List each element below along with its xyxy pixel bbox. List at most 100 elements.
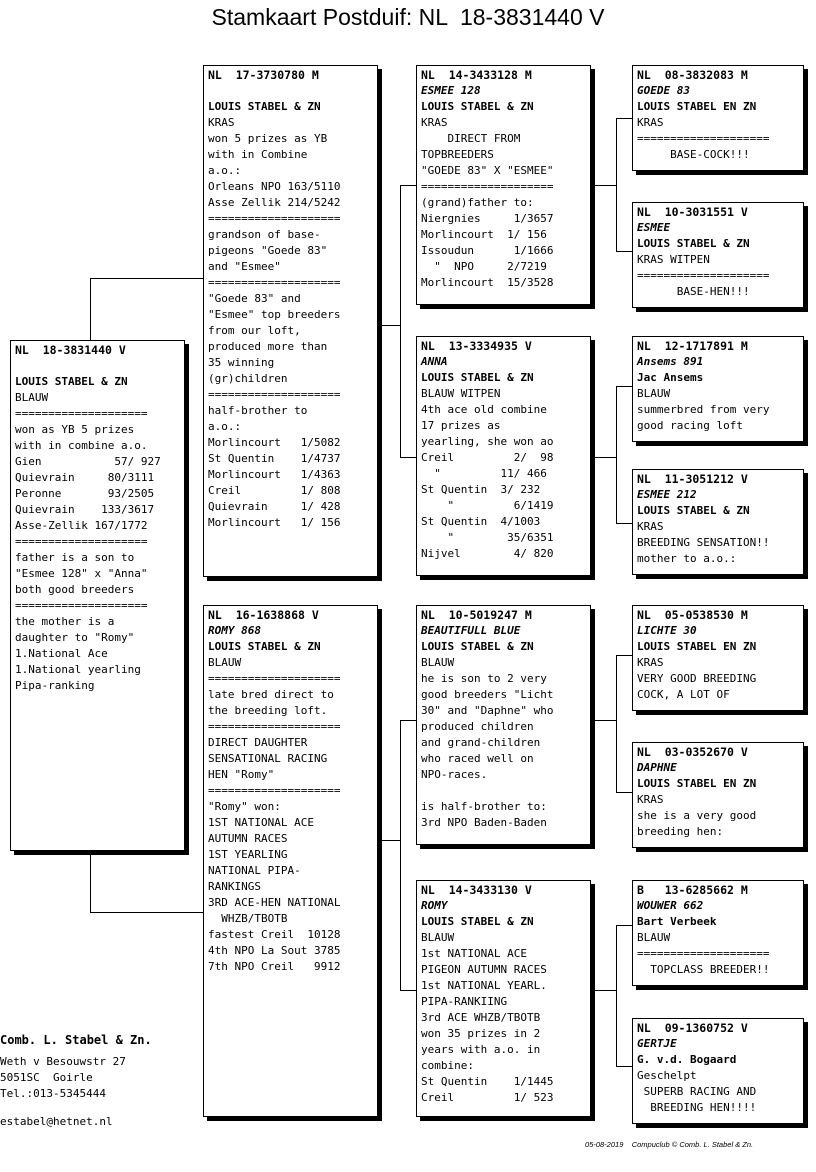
connector	[616, 1066, 632, 1067]
pedigree-line: KRAS	[637, 520, 664, 533]
pedigree-line: Nijvel 4/ 820	[421, 547, 554, 560]
pedigree-line: a.o.:	[208, 164, 242, 177]
connector	[616, 655, 632, 656]
pedigree-line: 7th NPO Creil 9912	[208, 960, 341, 973]
pedigree-line: 30" and "Daphne" who	[421, 704, 554, 717]
pedigree-line: VERY GOOD BREEDING	[637, 672, 757, 685]
pedigree-line: BREEDING SENSATION!!	[637, 536, 770, 549]
pedigree-line: is half-brother to:	[421, 800, 547, 813]
pedigree-line: DIRECT DAUGHTER	[208, 736, 308, 749]
pedigree-line: 35 winning	[208, 356, 275, 369]
connector	[90, 278, 204, 279]
pedigree-line	[15, 358, 180, 374]
pedigree-line: BLAUW	[421, 931, 455, 944]
ring-number: NL 10-5019247 M	[421, 608, 532, 622]
connector	[616, 251, 632, 252]
pedigree-line: ====================	[208, 388, 341, 401]
pedigree-line: BLAUW	[15, 391, 49, 404]
pedigree-line: KRAS	[637, 793, 664, 806]
pedigree-line: LOUIS STABEL & ZN	[208, 100, 321, 113]
pedigree-line: the breeding loft.	[208, 704, 328, 717]
pigeon-card-fmm: NL 11-3051212 V ESMEE 212 LOUIS STABEL & Z…	[632, 469, 804, 575]
connector	[593, 990, 616, 991]
pedigree-line: SUPERB RACING AND	[637, 1085, 757, 1098]
pedigree-line: KRAS	[208, 116, 235, 129]
pedigree-line: both good breeders	[15, 583, 135, 596]
pigeon-name: GERTJE	[637, 1037, 677, 1050]
pedigree-line: 1ST NATIONAL ACE	[208, 816, 314, 829]
connector	[400, 720, 417, 721]
ring-number: NL 17-3730780 M	[208, 68, 319, 82]
pedigree-line: Quievrain 1/ 428	[208, 500, 341, 513]
contact-phone: Tel.:013-5345444	[0, 1087, 106, 1100]
pedigree-line: Morlincourt 1/ 156	[208, 516, 341, 529]
pigeon-card-mmm: NL 09-1360752 V GERTJE G. v.d. Bogaard Gesc…	[632, 1018, 804, 1124]
pedigree-line: mother to a.o.:	[637, 552, 737, 565]
pigeon-name: ESMEE 212	[637, 488, 697, 501]
ring-number: NL 14-3433128 M	[421, 68, 532, 82]
pedigree-line: ====================	[15, 599, 148, 612]
connector	[90, 851, 91, 912]
pedigree-line: TOPBREEDERS	[421, 148, 494, 161]
pedigree-line: daughter to "Romy"	[15, 631, 135, 644]
pedigree-line: BASE-HEN!!!	[637, 285, 750, 298]
pedigree-line: TOPCLASS BREEDER!!	[637, 963, 770, 976]
pedigree-line: " 35/6351	[421, 531, 554, 544]
connector	[616, 523, 632, 524]
pedigree-line: 1st NATIONAL ACE	[421, 947, 527, 960]
pedigree-line: 3RD ACE-HEN NATIONAL	[208, 896, 341, 909]
pedigree-line: LOUIS STABEL EN ZN	[637, 100, 757, 113]
pedigree-line: Creil 2/ 98	[421, 451, 554, 464]
connector	[616, 386, 632, 387]
pedigree-line: WHZB/TBOTB	[208, 912, 288, 925]
pedigree-line: a.o.:	[208, 420, 242, 433]
pedigree-line: breeding hen:	[637, 825, 724, 838]
pedigree-line: BLAUW WITPEN	[421, 387, 501, 400]
pedigree-line: LOUIS STABEL EN ZN	[637, 640, 757, 653]
connector	[400, 720, 401, 990]
pedigree-line: Asse Zellik 214/5242	[208, 196, 341, 209]
connector	[616, 118, 632, 119]
pedigree-line: ====================	[208, 276, 341, 289]
pedigree-line: she is a very good	[637, 809, 757, 822]
ring-number: NL 14-3433130 V	[421, 883, 532, 897]
pedigree-line: HEN "Romy"	[208, 768, 275, 781]
pigeon-card-mfm: NL 03-0352670 V DAPHNE LOUIS STABEL EN ZN K…	[632, 742, 804, 848]
pedigree-line: KRAS WITPEN	[637, 253, 710, 266]
pedigree-line: "Goede 83" and	[208, 292, 301, 305]
pigeon-name: BEAUTIFULL BLUE	[421, 624, 521, 637]
pigeon-name: DAPHNE	[637, 761, 677, 774]
pedigree-line: COCK, A LOT OF	[637, 688, 730, 701]
connector	[616, 118, 617, 251]
pedigree-line: AUTUMN RACES	[208, 832, 288, 845]
pedigree-line: Bart Verbeek	[637, 915, 717, 928]
ring-number: NL 18-3831440 V	[15, 343, 126, 357]
contact-postal: 5051SC Goirle	[0, 1071, 93, 1084]
pigeon-card-father-father: NL 14-3433128 M ESMEE 128 LOUIS STABEL & Z…	[416, 65, 591, 305]
ring-number: NL 11-3051212 V	[637, 472, 748, 486]
pedigree-line: he is son to 2 very	[421, 672, 547, 685]
pedigree-line: (grand)father to:	[421, 196, 534, 209]
pedigree-line: ====================	[421, 180, 554, 193]
pedigree-line: St Quentin 3/ 232	[421, 483, 541, 496]
pedigree-line: PIGEON AUTUMN RACES	[421, 963, 547, 976]
connector	[616, 925, 617, 1066]
pedigree-line: " NPO 2/7219	[421, 260, 547, 273]
pedigree-line: G. v.d. Bogaard	[637, 1053, 737, 1066]
pedigree-line: who raced well on	[421, 752, 534, 765]
pigeon-card-ffm: NL 10-3031551 V ESMEE LOUIS STABEL & ZN KRA…	[632, 202, 804, 308]
pedigree-line: combine:	[421, 1059, 474, 1072]
connector	[616, 792, 632, 793]
pedigree-line: 1ST YEARLING	[208, 848, 288, 861]
pedigree-line: 1.National yearling	[15, 663, 141, 676]
connector	[400, 185, 401, 457]
connector	[380, 840, 400, 841]
pedigree-line: won 5 prizes as YB	[208, 132, 328, 145]
pedigree-line: yearling, she won ao	[421, 435, 554, 448]
pigeon-name: ANNA	[421, 355, 448, 368]
pedigree-line: PIPA-RANKIING	[421, 995, 508, 1008]
pedigree-line: ====================	[208, 212, 341, 225]
connector	[593, 720, 616, 721]
pedigree-line	[208, 83, 373, 99]
pedigree-line: LOUIS STABEL EN ZN	[637, 777, 757, 790]
